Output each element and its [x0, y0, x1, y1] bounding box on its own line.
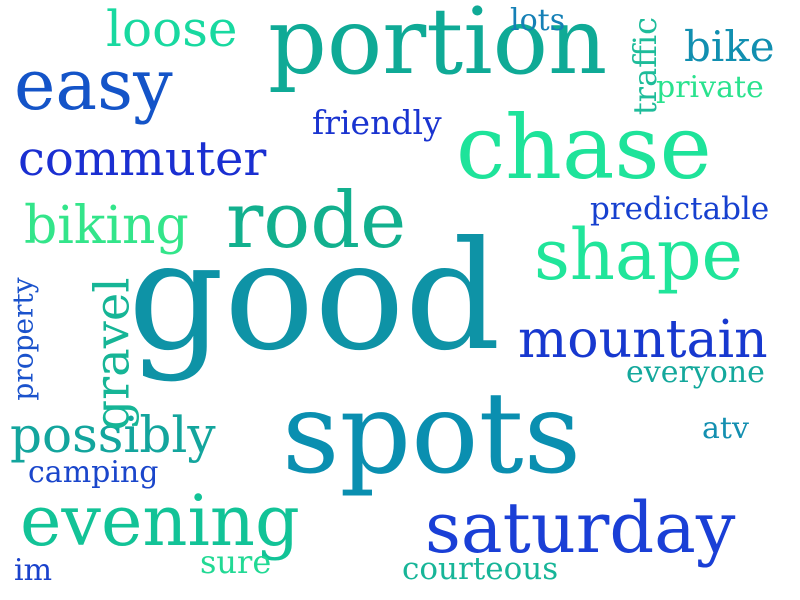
- word-mountain: mountain: [518, 310, 768, 370]
- word-evening: evening: [20, 480, 300, 562]
- word-atv: atv: [702, 411, 749, 446]
- word-saturday: saturday: [425, 487, 736, 569]
- word-commuter: commuter: [18, 131, 267, 187]
- word-shape: shape: [534, 214, 743, 296]
- word-loose: loose: [106, 0, 238, 58]
- word-possibly: possibly: [10, 406, 216, 464]
- word-private: private: [656, 70, 764, 105]
- word-camping: camping: [28, 455, 159, 490]
- word-bike: bike: [684, 22, 775, 71]
- word-portion: portion: [268, 0, 608, 95]
- word-gravel: gravel: [84, 277, 141, 431]
- word-sure: sure: [200, 543, 272, 581]
- word-easy: easy: [14, 44, 173, 126]
- word-predictable: predictable: [590, 191, 770, 227]
- word-biking: biking: [24, 196, 189, 256]
- word-spots: spots: [282, 369, 582, 499]
- word-im: im: [14, 553, 53, 588]
- word-property: property: [6, 277, 40, 401]
- word-chase: chase: [456, 96, 712, 199]
- word-rode: rode: [226, 176, 407, 266]
- word-good: good: [128, 210, 501, 384]
- word-courteous: courteous: [402, 551, 559, 587]
- word-lots: lots: [510, 3, 566, 38]
- word-everyone: everyone: [626, 355, 765, 390]
- word-friendly: friendly: [312, 103, 442, 142]
